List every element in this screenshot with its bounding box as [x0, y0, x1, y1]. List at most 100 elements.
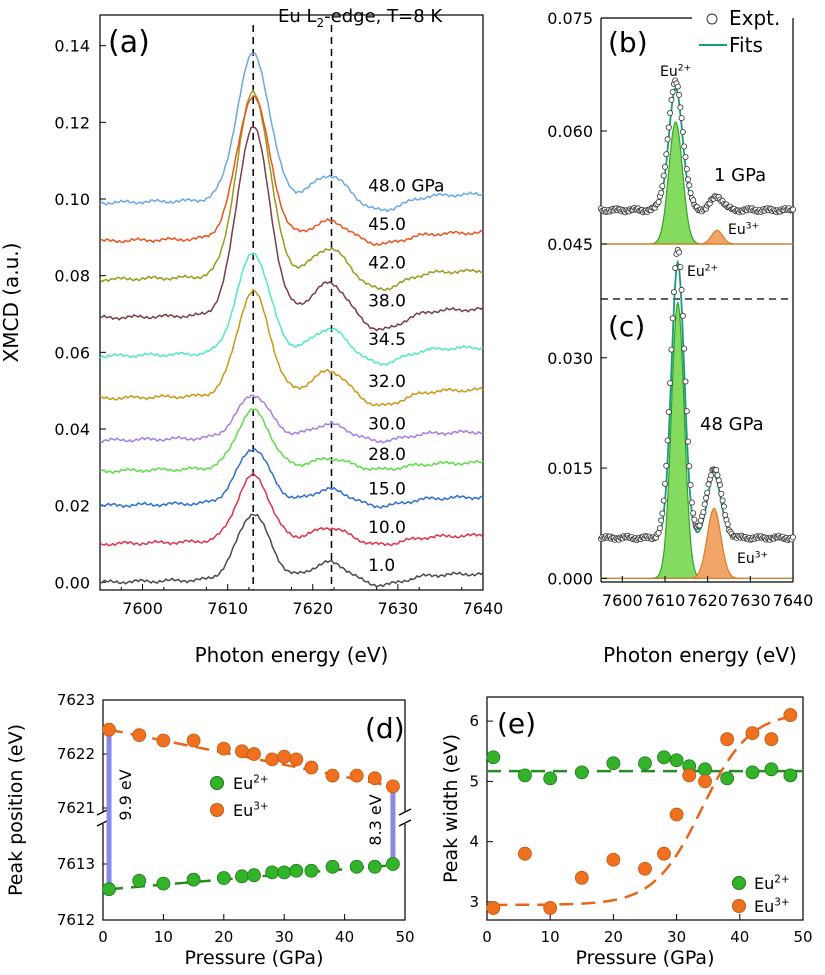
expt-point — [708, 472, 715, 479]
expt-point — [662, 163, 669, 170]
y-tick-label: 0.08 — [54, 267, 90, 286]
x-tick-label: 40 — [730, 928, 749, 946]
legend-label-eu2: Eu2+ — [754, 874, 790, 893]
x-tick-label: 30 — [275, 928, 294, 946]
data-point-Eu2+ — [518, 768, 532, 783]
data-point-Eu3+ — [265, 752, 280, 767]
expt-point — [669, 89, 676, 96]
x-tick-label: 20 — [604, 928, 623, 946]
expt-point — [665, 408, 672, 415]
expt-point — [664, 437, 671, 444]
data-point-Eu2+ — [745, 765, 760, 780]
series-line-1.0 — [99, 513, 484, 588]
data-point-Eu2+ — [698, 762, 712, 777]
data-point-Eu3+ — [518, 846, 532, 861]
axis-break-mark — [398, 819, 412, 827]
axis-break-right — [401, 812, 409, 824]
y-tick-label: 0.015 — [547, 459, 593, 478]
expt-point — [688, 499, 695, 506]
x-tick-label: 0 — [98, 928, 108, 946]
data-point-Eu2+ — [304, 863, 319, 878]
x-tick-label: 7620 — [292, 599, 333, 618]
expt-point — [678, 115, 685, 122]
expt-point — [679, 128, 686, 135]
panel-label-a: (a) — [108, 25, 150, 60]
series-label: 30.0 — [368, 414, 406, 434]
expt-point — [660, 497, 667, 504]
expt-point — [662, 480, 669, 487]
y-tick-label: 0.060 — [547, 122, 593, 141]
panel-d-frame — [102, 699, 406, 921]
data-point-Eu2+ — [186, 872, 201, 887]
expt-point — [687, 481, 694, 488]
data-point-Eu3+ — [235, 744, 249, 759]
legend-expt-marker — [706, 13, 718, 25]
y-tick-label: 0.06 — [54, 343, 90, 362]
series-line-30.0 — [99, 394, 484, 444]
x-tick-label: 10 — [154, 928, 173, 946]
expt-point — [678, 286, 685, 293]
data-point-Eu2+ — [783, 768, 798, 783]
data-point-Eu3+ — [543, 901, 558, 915]
expt-point — [663, 462, 670, 469]
y-tick-label: 0.000 — [547, 569, 593, 588]
data-point-Eu3+ — [277, 749, 292, 764]
x-tick-label: 7630 — [730, 591, 771, 610]
annotation-48-gpa: 48 GPa — [700, 414, 764, 435]
legend-label-eu3: Eu3+ — [233, 801, 269, 820]
x-axis-label: Photon energy (eV) — [195, 643, 389, 667]
expt-point — [719, 497, 726, 504]
x-tick-label: 50 — [395, 928, 414, 946]
expt-point — [667, 110, 674, 117]
data-point-Eu2+ — [486, 750, 501, 765]
expt-point — [681, 143, 688, 150]
expt-point — [669, 315, 676, 322]
series-label: 42.0 — [368, 253, 406, 273]
data-point-Eu3+ — [216, 741, 231, 756]
y-tick-label: 0.045 — [547, 235, 593, 254]
expt-point — [677, 264, 684, 271]
expt-point — [705, 481, 712, 488]
expt-point — [790, 206, 797, 213]
data-point-Eu3+ — [486, 901, 501, 915]
data-point-Eu3+ — [132, 728, 147, 742]
expt-point — [658, 189, 665, 196]
expt-point — [671, 289, 678, 296]
expt-point — [713, 466, 720, 473]
expt-point — [659, 510, 666, 517]
data-point-Eu3+ — [682, 768, 697, 783]
data-point-Eu2+ — [764, 762, 779, 777]
expt-point — [655, 198, 662, 205]
series-line-38.0 — [99, 126, 484, 332]
data-point-Eu3+ — [606, 852, 621, 867]
expt-point — [659, 183, 666, 190]
legend-fits-label: Fits — [729, 33, 763, 57]
series-line-48.0-GPa — [99, 52, 484, 213]
panel-e-frame — [486, 696, 804, 921]
x-axis-label: Pressure (GPa) — [576, 947, 715, 969]
expt-point — [722, 512, 729, 519]
data-point-Eu2+ — [277, 865, 292, 880]
data-point-Eu3+ — [783, 708, 798, 722]
series-label: 48.0 GPa — [368, 177, 444, 197]
expt-point — [674, 83, 681, 90]
y-tick-label: 4 — [469, 833, 479, 851]
data-point-Eu3+ — [102, 722, 116, 737]
data-point-Eu3+ — [289, 752, 304, 767]
expt-point — [686, 463, 693, 470]
data-point-Eu2+ — [669, 753, 684, 768]
series-line-42.0 — [99, 89, 484, 292]
peak-label-eu3: Eu3+ — [728, 221, 759, 238]
y-tick-label: 7623 — [57, 691, 95, 709]
data-point-Eu3+ — [186, 733, 201, 748]
x-tick-label: 7620 — [687, 591, 728, 610]
legend-marker-eu3 — [732, 899, 746, 913]
x-tick-label: 7610 — [645, 591, 686, 610]
expt-point — [704, 489, 711, 496]
data-point-Eu2+ — [638, 756, 652, 771]
x-tick-label: 50 — [793, 928, 812, 946]
expt-point — [714, 472, 721, 479]
expt-point — [790, 534, 797, 541]
annotation-8-3-ev: 8.3 eV — [366, 794, 385, 845]
series-line-32.0 — [99, 288, 484, 407]
